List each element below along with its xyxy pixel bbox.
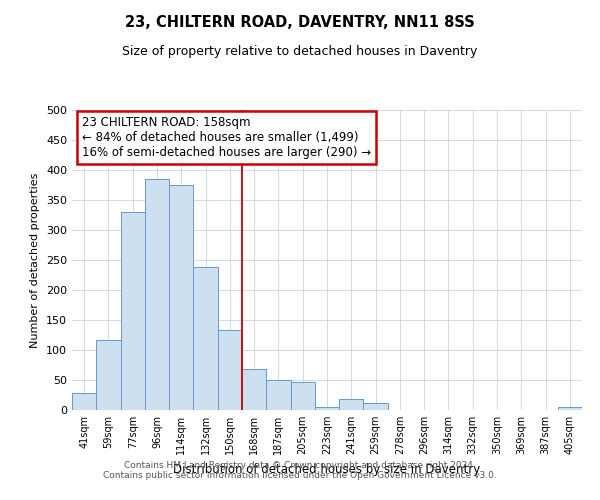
Bar	[145, 179, 169, 410]
Bar	[315, 407, 339, 410]
Bar	[364, 403, 388, 410]
Text: 23, CHILTERN ROAD, DAVENTRY, NN11 8SS: 23, CHILTERN ROAD, DAVENTRY, NN11 8SS	[125, 15, 475, 30]
X-axis label: Distribution of detached houses by size in Daventry: Distribution of detached houses by size …	[173, 462, 481, 475]
Bar	[96, 340, 121, 410]
Text: Contains HM Land Registry data © Crown copyright and database right 2024.
Contai: Contains HM Land Registry data © Crown c…	[103, 460, 497, 480]
Text: Size of property relative to detached houses in Daventry: Size of property relative to detached ho…	[122, 45, 478, 58]
Bar	[290, 382, 315, 410]
Bar	[193, 267, 218, 410]
Bar	[242, 369, 266, 410]
Bar	[339, 399, 364, 410]
Bar	[558, 407, 582, 410]
Text: 23 CHILTERN ROAD: 158sqm
← 84% of detached houses are smaller (1,499)
16% of sem: 23 CHILTERN ROAD: 158sqm ← 84% of detach…	[82, 116, 371, 159]
Bar	[218, 330, 242, 410]
Bar	[169, 185, 193, 410]
Y-axis label: Number of detached properties: Number of detached properties	[31, 172, 40, 348]
Bar	[266, 380, 290, 410]
Bar	[72, 393, 96, 410]
Bar	[121, 212, 145, 410]
